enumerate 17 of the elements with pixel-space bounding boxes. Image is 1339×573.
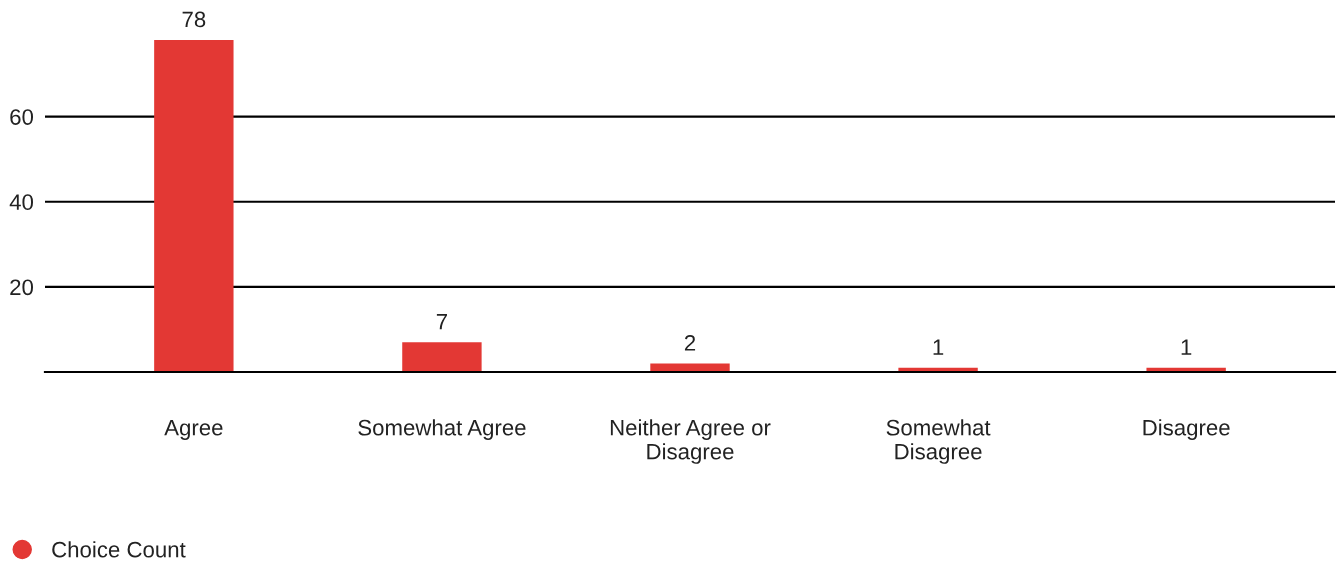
y-tick-label: 60 bbox=[10, 109, 34, 125]
bar bbox=[650, 363, 730, 372]
legend-label: Choice Count bbox=[52, 541, 186, 558]
data-label: 1 bbox=[1181, 339, 1192, 355]
x-tick-label: Somewhat Agree bbox=[358, 419, 526, 440]
data-label: 7 bbox=[436, 313, 447, 330]
y-tick-label: 20 bbox=[10, 279, 34, 296]
data-label: 2 bbox=[684, 335, 696, 351]
bar bbox=[402, 342, 482, 372]
x-tick-label: Agree bbox=[164, 420, 223, 440]
data-label: 1 bbox=[933, 339, 944, 355]
x-tick-label: Somewhat Disagree bbox=[886, 419, 991, 464]
bar bbox=[154, 40, 234, 372]
x-tick-label: Disagree bbox=[1143, 419, 1230, 440]
y-tick-label: 40 bbox=[9, 194, 34, 211]
x-tick-label: Neither Agree or Disagree bbox=[610, 419, 771, 464]
data-label: 78 bbox=[182, 11, 206, 28]
